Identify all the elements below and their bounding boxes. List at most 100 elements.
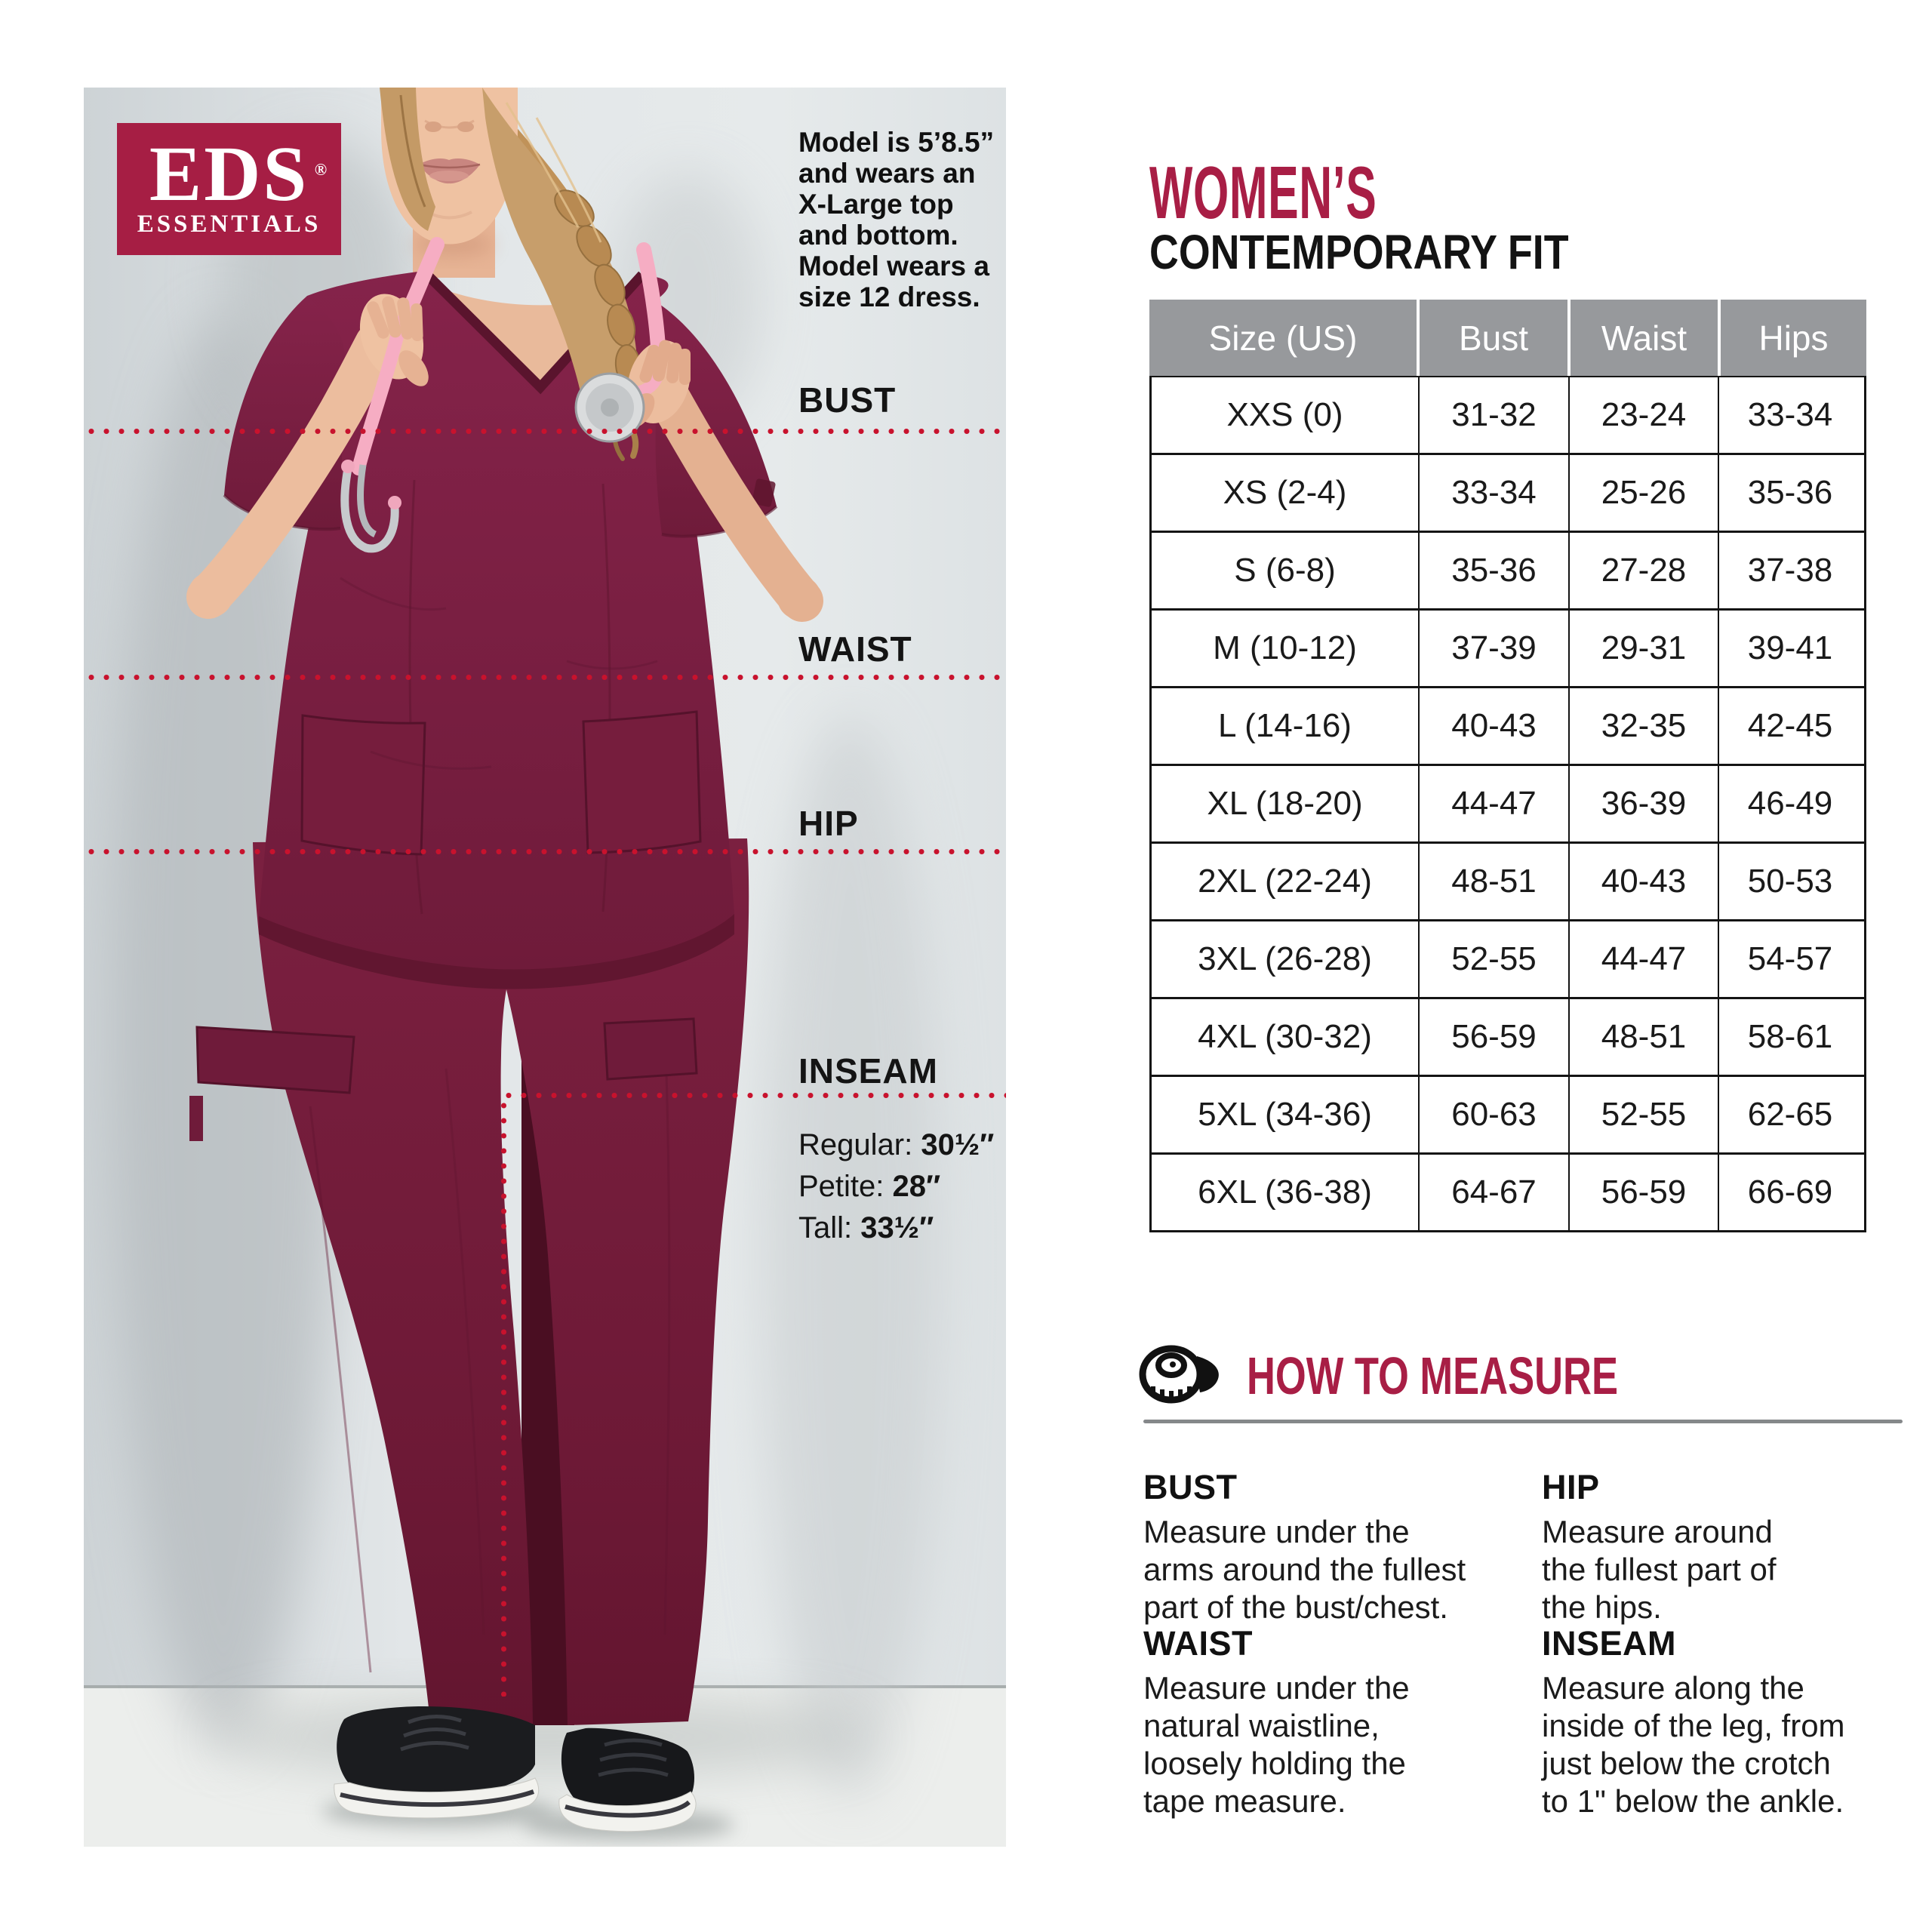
section-divider <box>1143 1420 1903 1423</box>
cell-bust: 56-59 <box>1420 999 1570 1075</box>
table-row: 4XL (30-32) 56-59 48-51 58-61 <box>1152 999 1864 1077</box>
column-header-waist: Waist <box>1571 300 1721 376</box>
cell-size: 5XL (34-36) <box>1152 1077 1420 1152</box>
inseam-regular: Regular: 30½″ <box>798 1128 995 1161</box>
cell-bust: 64-67 <box>1420 1155 1570 1230</box>
table-row: S (6-8) 35-36 27-28 37-38 <box>1152 533 1864 611</box>
table-row: M (10-12) 37-39 29-31 39-41 <box>1152 611 1864 688</box>
size-table-header: Size (US) Bust Waist Hips <box>1149 300 1866 376</box>
inseam-measurement-line <box>501 1093 1006 1098</box>
cell-size: XS (2-4) <box>1152 455 1420 531</box>
cell-hips: 35-36 <box>1747 474 1833 511</box>
table-row: L (14-16) 40-43 32-35 42-45 <box>1152 688 1864 766</box>
size-table-body: XXS (0) 31-32 23-24 33-34 XS (2-4) 33-34… <box>1149 376 1866 1232</box>
page-title-line1: WOMEN’S <box>1149 151 1377 234</box>
cell-hips: 66-69 <box>1747 1174 1833 1211</box>
measure-item-waist: WAIST Measure under the natural waistlin… <box>1143 1624 1536 1820</box>
registered-mark: ® <box>314 160 328 179</box>
cell-hips: 62-65 <box>1747 1096 1833 1133</box>
cell-hips: 50-53 <box>1747 863 1833 900</box>
cell-bust: 52-55 <box>1420 921 1570 997</box>
table-row: 2XL (22-24) 48-51 40-43 50-53 <box>1152 844 1864 921</box>
bust-measurement-line <box>84 429 1006 434</box>
cell-size: M (10-12) <box>1152 611 1420 686</box>
table-row: 3XL (26-28) 52-55 44-47 54-57 <box>1152 921 1864 999</box>
cell-bust: 48-51 <box>1420 844 1570 919</box>
cell-bust: 44-47 <box>1420 766 1570 841</box>
model-illustration <box>84 88 1006 1847</box>
column-header-hips: Hips <box>1758 318 1829 358</box>
brand-logo: EDS ® ESSENTIALS <box>117 123 341 255</box>
measure-item-bust: BUST Measure under the arms around the f… <box>1143 1468 1536 1626</box>
model-photo <box>84 88 1006 1847</box>
how-to-measure-title: HOW TO MEASURE <box>1247 1346 1618 1405</box>
inseam-petite: Petite: 28″ <box>798 1170 941 1203</box>
size-table: Size (US) Bust Waist Hips XXS (0) 31-32 … <box>1149 300 1866 1232</box>
cell-waist: 32-35 <box>1570 688 1719 764</box>
measure-item-title: BUST <box>1143 1468 1238 1506</box>
model-note: Model is 5’8.5” and wears an X-Large top… <box>798 127 995 312</box>
cell-hips: 46-49 <box>1747 785 1833 822</box>
measure-item-text: Measure along the inside of the leg, fro… <box>1542 1670 1845 1819</box>
cell-size: XXS (0) <box>1152 377 1420 453</box>
page-title-line2: CONTEMPORARY FIT <box>1149 225 1569 279</box>
cell-waist: 40-43 <box>1570 844 1719 919</box>
cell-waist: 25-26 <box>1570 455 1719 531</box>
measure-item-title: WAIST <box>1143 1624 1253 1663</box>
cell-waist: 44-47 <box>1570 921 1719 997</box>
cell-hips: 37-38 <box>1747 552 1833 589</box>
column-header-bust: Bust <box>1420 300 1571 376</box>
cell-size: L (14-16) <box>1152 688 1420 764</box>
cell-bust: 60-63 <box>1420 1077 1570 1152</box>
column-header-size: Size (US) <box>1149 300 1420 376</box>
cell-hips: 33-34 <box>1747 396 1833 433</box>
cell-waist: 29-31 <box>1570 611 1719 686</box>
measure-item-title: INSEAM <box>1542 1624 1677 1663</box>
cell-size: 6XL (36-38) <box>1152 1155 1420 1230</box>
inseam-vertical-line <box>501 1098 506 1697</box>
tape-measure-icon <box>1137 1343 1236 1410</box>
cell-bust: 40-43 <box>1420 688 1570 764</box>
cell-hips: 42-45 <box>1747 707 1833 744</box>
inseam-details: Regular: 30½″ Petite: 28″ Tall: 33½″ <box>798 1124 994 1249</box>
cell-bust: 31-32 <box>1420 377 1570 453</box>
brand-logo-subtext: ESSENTIALS <box>137 211 321 238</box>
cell-hips: 58-61 <box>1747 1018 1833 1055</box>
measure-item-title: HIP <box>1542 1468 1600 1506</box>
measure-item-hip: HIP Measure around the fullest part of t… <box>1542 1468 1919 1626</box>
table-row: XS (2-4) 33-34 25-26 35-36 <box>1152 455 1864 533</box>
cell-waist: 52-55 <box>1570 1077 1719 1152</box>
inseam-tall: Tall: 33½″ <box>798 1211 934 1244</box>
cell-waist: 56-59 <box>1570 1155 1719 1230</box>
cell-waist: 48-51 <box>1570 999 1719 1075</box>
table-row: XL (18-20) 44-47 36-39 46-49 <box>1152 766 1864 844</box>
cell-size: S (6-8) <box>1152 533 1420 608</box>
waist-label: WAIST <box>798 629 912 669</box>
cell-waist: 36-39 <box>1570 766 1719 841</box>
cell-size: 4XL (30-32) <box>1152 999 1420 1075</box>
cell-bust: 33-34 <box>1420 455 1570 531</box>
measure-item-text: Measure around the fullest part of the h… <box>1542 1514 1777 1625</box>
cell-bust: 35-36 <box>1420 533 1570 608</box>
hip-label: HIP <box>798 804 859 843</box>
cell-hips: 54-57 <box>1747 940 1833 977</box>
table-row: 5XL (34-36) 60-63 52-55 62-65 <box>1152 1077 1864 1155</box>
cell-size: 3XL (26-28) <box>1152 921 1420 997</box>
table-row: XXS (0) 31-32 23-24 33-34 <box>1152 377 1864 455</box>
cell-waist: 27-28 <box>1570 533 1719 608</box>
table-row: 6XL (36-38) 64-67 56-59 66-69 <box>1152 1155 1864 1230</box>
measure-item-text: Measure under the arms around the fulles… <box>1143 1514 1466 1625</box>
bust-label: BUST <box>798 380 897 420</box>
cell-size: 2XL (22-24) <box>1152 844 1420 919</box>
waist-measurement-line <box>84 675 1006 680</box>
cell-size: XL (18-20) <box>1152 766 1420 841</box>
brand-logo-text: EDS ® <box>149 131 328 217</box>
cell-hips: 39-41 <box>1747 629 1833 666</box>
hip-measurement-line <box>84 849 1006 854</box>
cell-bust: 37-39 <box>1420 611 1570 686</box>
cell-waist: 23-24 <box>1570 377 1719 453</box>
measure-item-inseam: INSEAM Measure along the inside of the l… <box>1542 1624 1919 1820</box>
inseam-label: INSEAM <box>798 1051 938 1091</box>
measure-item-text: Measure under the natural waistline, loo… <box>1143 1670 1410 1819</box>
